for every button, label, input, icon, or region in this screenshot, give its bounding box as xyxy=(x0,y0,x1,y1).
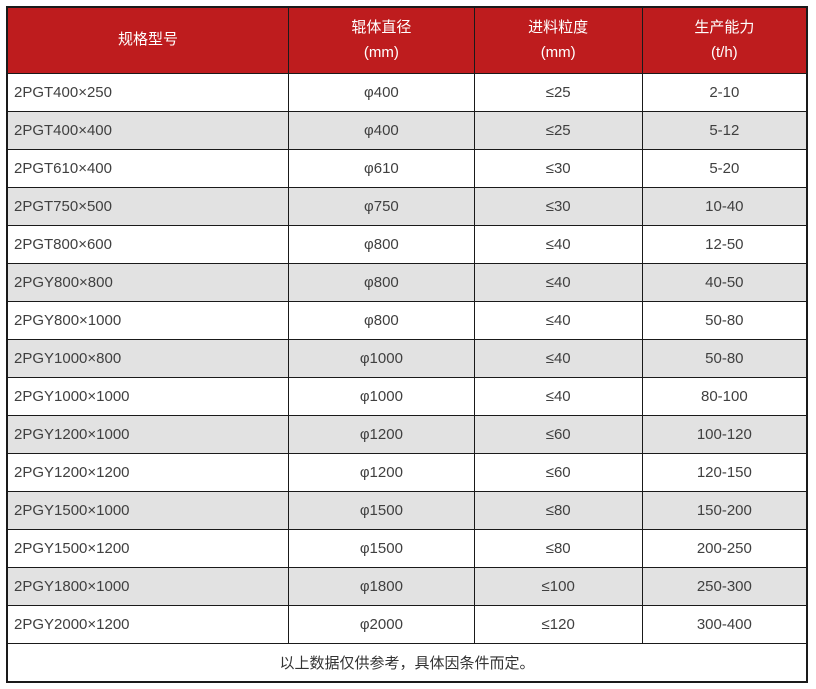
cell-roller-diameter: φ2000 xyxy=(288,604,475,644)
cell-capacity: 150-200 xyxy=(641,490,808,530)
cell-capacity: 200-250 xyxy=(641,528,808,568)
header-unit: (mm) xyxy=(540,44,576,62)
cell-capacity: 40-50 xyxy=(641,262,808,302)
table-row: 2PGY1200×1200 φ1200 ≤60 120-150 xyxy=(6,452,808,492)
cell-model: 2PGT800×600 xyxy=(6,224,290,264)
column-header-model: 规格型号 xyxy=(6,6,290,74)
cell-roller-diameter: φ800 xyxy=(288,262,475,302)
cell-feed-size: ≤40 xyxy=(473,262,643,302)
table-row: 2PGY1000×800 φ1000 ≤40 50-80 xyxy=(6,338,808,378)
cell-feed-size: ≤30 xyxy=(473,148,643,188)
cell-roller-diameter: φ1200 xyxy=(288,414,475,454)
header-title: 规格型号 xyxy=(118,31,179,49)
cell-model: 2PGT400×250 xyxy=(6,72,290,112)
cell-capacity: 100-120 xyxy=(641,414,808,454)
table-row: 2PGT750×500 φ750 ≤30 10-40 xyxy=(6,186,808,226)
header-title: 生产能力 xyxy=(694,19,755,37)
header-unit: (mm) xyxy=(363,44,399,62)
cell-capacity: 2-10 xyxy=(641,72,808,112)
table-row: 2PGY1200×1000 φ1200 ≤60 100-120 xyxy=(6,414,808,454)
cell-model: 2PGY1200×1200 xyxy=(6,452,290,492)
column-header-roller-diameter: 辊体直径 (mm) xyxy=(288,6,475,74)
cell-roller-diameter: φ1200 xyxy=(288,452,475,492)
cell-feed-size: ≤40 xyxy=(473,300,643,340)
cell-feed-size: ≤80 xyxy=(473,490,643,530)
header-title: 进料粒度 xyxy=(528,19,589,37)
table-row: 2PGT800×600 φ800 ≤40 12-50 xyxy=(6,224,808,264)
header-title: 辊体直径 xyxy=(351,19,412,37)
table-row: 2PGT610×400 φ610 ≤30 5-20 xyxy=(6,148,808,188)
cell-roller-diameter: φ400 xyxy=(288,72,475,112)
table-row: 2PGY800×800 φ800 ≤40 40-50 xyxy=(6,262,808,302)
cell-feed-size: ≤80 xyxy=(473,528,643,568)
cell-feed-size: ≤25 xyxy=(473,72,643,112)
cell-feed-size: ≤60 xyxy=(473,414,643,454)
cell-capacity: 250-300 xyxy=(641,566,808,606)
table-row: 2PGY800×1000 φ800 ≤40 50-80 xyxy=(6,300,808,340)
table-header-row: 规格型号 辊体直径 (mm) 进料粒度 (mm) 生产能力 (t/h) xyxy=(6,6,808,74)
table-footnote-row: 以上数据仅供参考，具体因条件而定。 xyxy=(6,642,808,683)
column-header-feed-size: 进料粒度 (mm) xyxy=(473,6,643,74)
cell-capacity: 300-400 xyxy=(641,604,808,644)
table-row: 2PGY1500×1200 φ1500 ≤80 200-250 xyxy=(6,528,808,568)
cell-model: 2PGY1000×1000 xyxy=(6,376,290,416)
cell-model: 2PGT750×500 xyxy=(6,186,290,226)
cell-roller-diameter: φ1000 xyxy=(288,376,475,416)
table-row: 2PGY1800×1000 φ1800 ≤100 250-300 xyxy=(6,566,808,606)
cell-feed-size: ≤40 xyxy=(473,376,643,416)
cell-model: 2PGY1500×1000 xyxy=(6,490,290,530)
cell-feed-size: ≤25 xyxy=(473,110,643,150)
table-row: 2PGT400×250 φ400 ≤25 2-10 xyxy=(6,72,808,112)
cell-roller-diameter: φ400 xyxy=(288,110,475,150)
cell-feed-size: ≤120 xyxy=(473,604,643,644)
cell-roller-diameter: φ800 xyxy=(288,300,475,340)
cell-roller-diameter: φ1000 xyxy=(288,338,475,378)
cell-capacity: 5-20 xyxy=(641,148,808,188)
cell-model: 2PGY800×800 xyxy=(6,262,290,302)
spec-table: 规格型号 辊体直径 (mm) 进料粒度 (mm) 生产能力 (t/h) 2PGT… xyxy=(6,6,808,683)
cell-capacity: 80-100 xyxy=(641,376,808,416)
table-footnote: 以上数据仅供参考，具体因条件而定。 xyxy=(6,642,808,683)
cell-model: 2PGY1500×1200 xyxy=(6,528,290,568)
cell-capacity: 10-40 xyxy=(641,186,808,226)
cell-roller-diameter: φ610 xyxy=(288,148,475,188)
cell-feed-size: ≤40 xyxy=(473,224,643,264)
column-header-capacity: 生产能力 (t/h) xyxy=(641,6,808,74)
cell-model: 2PGY2000×1200 xyxy=(6,604,290,644)
cell-roller-diameter: φ1800 xyxy=(288,566,475,606)
cell-model: 2PGY1000×800 xyxy=(6,338,290,378)
cell-capacity: 5-12 xyxy=(641,110,808,150)
table-row: 2PGY1500×1000 φ1500 ≤80 150-200 xyxy=(6,490,808,530)
cell-feed-size: ≤30 xyxy=(473,186,643,226)
table-row: 2PGT400×400 φ400 ≤25 5-12 xyxy=(6,110,808,150)
cell-capacity: 50-80 xyxy=(641,338,808,378)
cell-roller-diameter: φ1500 xyxy=(288,490,475,530)
cell-model: 2PGT400×400 xyxy=(6,110,290,150)
table-row: 2PGY2000×1200 φ2000 ≤120 300-400 xyxy=(6,604,808,644)
cell-model: 2PGY1200×1000 xyxy=(6,414,290,454)
cell-feed-size: ≤60 xyxy=(473,452,643,492)
header-unit: (t/h) xyxy=(711,44,738,62)
cell-feed-size: ≤100 xyxy=(473,566,643,606)
cell-roller-diameter: φ1500 xyxy=(288,528,475,568)
cell-feed-size: ≤40 xyxy=(473,338,643,378)
cell-capacity: 120-150 xyxy=(641,452,808,492)
cell-model: 2PGY1800×1000 xyxy=(6,566,290,606)
table-row: 2PGY1000×1000 φ1000 ≤40 80-100 xyxy=(6,376,808,416)
cell-capacity: 12-50 xyxy=(641,224,808,264)
cell-roller-diameter: φ750 xyxy=(288,186,475,226)
cell-roller-diameter: φ800 xyxy=(288,224,475,264)
cell-capacity: 50-80 xyxy=(641,300,808,340)
cell-model: 2PGT610×400 xyxy=(6,148,290,188)
cell-model: 2PGY800×1000 xyxy=(6,300,290,340)
